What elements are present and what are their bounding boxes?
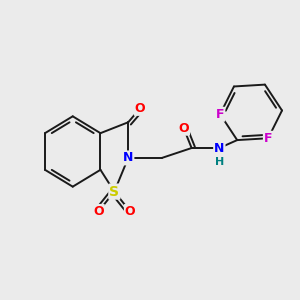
Text: O: O (93, 205, 104, 218)
Text: N: N (123, 152, 134, 164)
Text: S: S (109, 184, 119, 199)
Text: H: H (215, 157, 224, 167)
Text: N: N (214, 142, 224, 154)
Text: F: F (264, 132, 272, 145)
Text: O: O (135, 102, 146, 115)
Text: O: O (178, 122, 189, 135)
Text: F: F (216, 108, 224, 121)
Text: O: O (125, 205, 136, 218)
